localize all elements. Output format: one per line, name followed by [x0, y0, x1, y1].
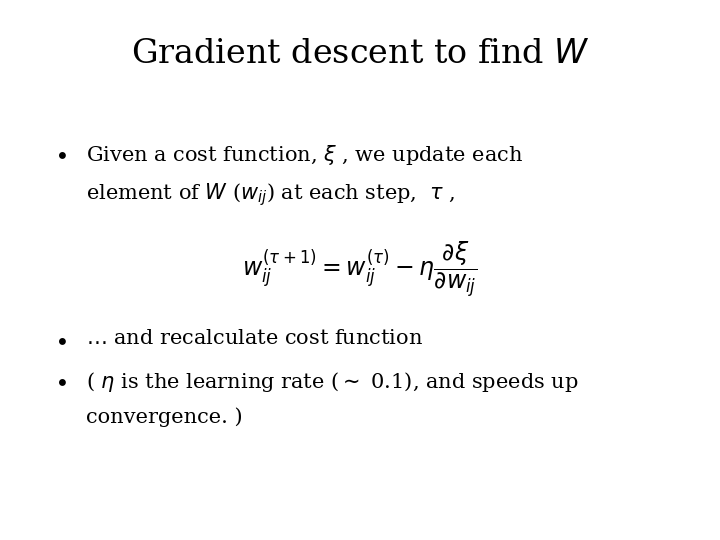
Text: convergence. ): convergence. ): [86, 408, 243, 427]
Text: $\ldots$ and recalculate cost function: $\ldots$ and recalculate cost function: [86, 329, 423, 348]
Text: $\bullet$: $\bullet$: [54, 143, 67, 166]
Text: element of $\mathit{W}$ ($w_{ij}$) at each step,  $\tau$ ,: element of $\mathit{W}$ ($w_{ij}$) at ea…: [86, 181, 456, 208]
Text: Given a cost function, $\xi$ , we update each: Given a cost function, $\xi$ , we update…: [86, 143, 523, 167]
Text: Gradient descent to find $\mathit{W}$: Gradient descent to find $\mathit{W}$: [130, 38, 590, 70]
Text: $\bullet$: $\bullet$: [54, 370, 67, 393]
Text: $\bullet$: $\bullet$: [54, 329, 67, 353]
Text: ( $\eta$ is the learning rate ($\sim$ 0.1), and speeds up: ( $\eta$ is the learning rate ($\sim$ 0.…: [86, 370, 579, 394]
Text: $w_{ij}^{(\tau+1)} = w_{ij}^{(\tau)} - \eta\dfrac{\partial\xi}{\partial w_{ij}}$: $w_{ij}^{(\tau+1)} = w_{ij}^{(\tau)} - \…: [243, 240, 477, 300]
